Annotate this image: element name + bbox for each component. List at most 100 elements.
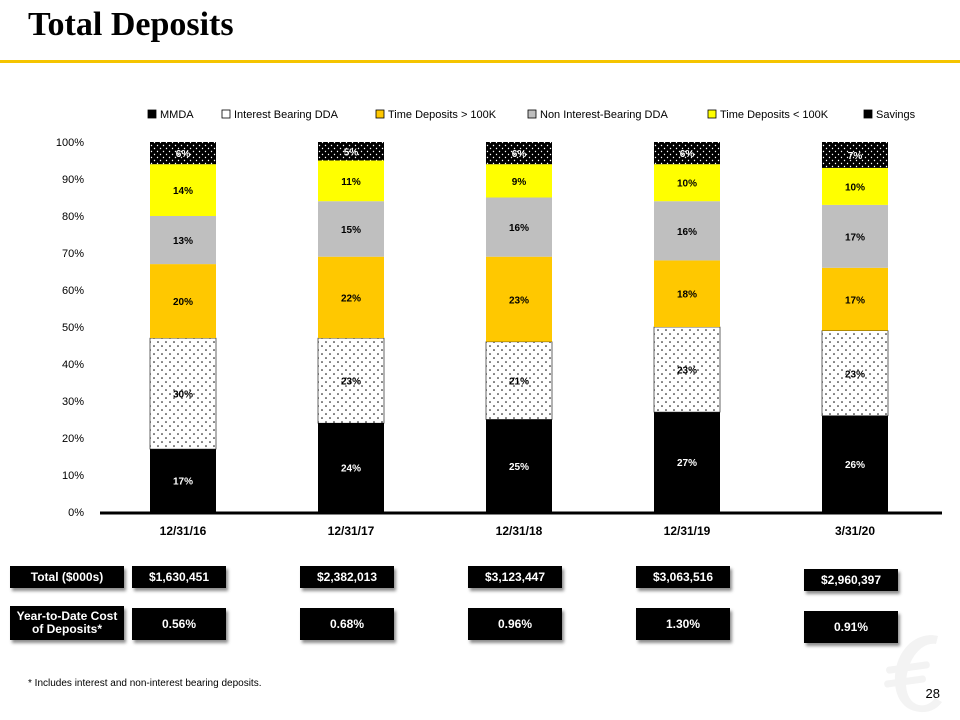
data-label-mmda: 24%: [341, 464, 361, 475]
bar-segment-time-deposits-under-100k: [486, 164, 552, 198]
y-tick-label: 10%: [62, 470, 84, 482]
y-tick-label: 100%: [56, 137, 84, 149]
y-tick-label: 30%: [62, 396, 84, 408]
total-value: $2,960,397: [804, 569, 898, 591]
bar-segment-time-deposits-over-100k: [150, 264, 216, 339]
bar-segment-interest-bearing-dda: [485, 341, 553, 420]
page-number: 28: [925, 686, 940, 701]
bar-segment-mmda: [822, 415, 888, 512]
bar-segment-time-deposits-under-100k: [654, 164, 720, 202]
x-category-label: 12/31/18: [496, 524, 543, 538]
title-divider: [0, 60, 960, 63]
bar-segment-non-interest-bearing-dda: [318, 201, 384, 257]
y-tick-label: 80%: [62, 211, 84, 223]
data-label-interest-bearing-dda: 23%: [845, 369, 865, 380]
total-value: $3,123,447: [468, 566, 562, 588]
bar-segment-non-interest-bearing-dda: [822, 204, 888, 268]
bar-segment-non-interest-bearing-dda: [654, 201, 720, 261]
bar-segment-mmda: [318, 423, 384, 512]
legend-label-mmda: MMDA: [160, 109, 194, 121]
bar-segment-mmda: [150, 449, 216, 512]
data-label-non-interest-bearing-dda: 17%: [845, 232, 865, 243]
data-label-savings: 6%: [512, 149, 527, 160]
data-label-savings: 7%: [848, 151, 863, 162]
bar-segment-mmda: [486, 419, 552, 512]
legend-swatch-interest-bearing-dda: [221, 109, 231, 119]
data-label-time-deposits-over-100k: 18%: [677, 290, 697, 301]
y-tick-label: 20%: [62, 433, 84, 445]
bar-segment-time-deposits-over-100k: [486, 256, 552, 342]
data-label-savings: 6%: [680, 149, 695, 160]
data-label-time-deposits-over-100k: 17%: [845, 295, 865, 306]
legend-label-non-interest-bearing-dda: Non Interest-Bearing DDA: [540, 109, 668, 121]
legend-swatch-savings: [863, 109, 873, 119]
data-label-non-interest-bearing-dda: 16%: [509, 223, 529, 234]
data-label-mmda: 17%: [173, 477, 193, 488]
cost-value: 0.91%: [804, 611, 898, 643]
cost-row-label: Year-to-Date Cost of Deposits*: [10, 606, 124, 640]
legend-swatch-non-interest-bearing-dda: [527, 109, 537, 119]
data-label-mmda: 26%: [845, 460, 865, 471]
data-label-time-deposits-under-100k: 14%: [173, 186, 193, 197]
data-label-mmda: 25%: [509, 462, 529, 473]
bar-segment-time-deposits-under-100k: [318, 160, 384, 202]
stacked-bar-chart: MMDA Interest Bearing DDA Time Deposits > …: [56, 109, 942, 538]
y-tick-label: 0%: [68, 507, 84, 519]
x-category-label: 12/31/17: [328, 524, 375, 538]
bar-segment-savings: [318, 142, 384, 161]
data-label-savings: 5%: [344, 147, 359, 158]
cost-value: 1.30%: [636, 608, 730, 640]
cost-value: 0.56%: [132, 608, 226, 640]
data-label-time-deposits-over-100k: 23%: [509, 295, 529, 306]
x-category-label: 3/31/20: [835, 524, 875, 538]
y-tick-label: 50%: [62, 322, 84, 334]
bar-segment-non-interest-bearing-dda: [486, 197, 552, 257]
total-value: $2,382,013: [300, 566, 394, 588]
bar-segment-time-deposits-over-100k: [318, 256, 384, 339]
bar-segment-time-deposits-over-100k: [654, 260, 720, 327]
bar-segment-time-deposits-over-100k: [822, 267, 888, 331]
bar-segment-non-interest-bearing-dda: [150, 216, 216, 265]
data-label-non-interest-bearing-dda: 13%: [173, 236, 193, 247]
legend-label-time-deposits-over-100k: Time Deposits > 100K: [388, 109, 497, 121]
data-label-time-deposits-over-100k: 20%: [173, 297, 193, 308]
footnote: * Includes interest and non-interest bea…: [28, 678, 262, 689]
data-label-time-deposits-under-100k: 11%: [341, 177, 361, 188]
y-tick-label: 40%: [62, 359, 84, 371]
x-category-label: 12/31/16: [160, 524, 207, 538]
legend-swatch-time-deposits-over-100k: [375, 109, 385, 119]
cost-value: 0.68%: [300, 608, 394, 640]
x-category-label: 12/31/19: [664, 524, 711, 538]
cost-value: 0.96%: [468, 608, 562, 640]
data-label-time-deposits-under-100k: 9%: [512, 177, 527, 188]
bar-segment-savings: [822, 142, 888, 168]
data-label-time-deposits-over-100k: 22%: [341, 293, 361, 304]
legend-label-interest-bearing-dda: Interest Bearing DDA: [234, 109, 339, 121]
data-label-time-deposits-under-100k: 10%: [845, 182, 865, 193]
bar-segment-time-deposits-under-100k: [150, 164, 216, 216]
legend-label-savings: Savings: [876, 109, 916, 121]
total-value: $1,630,451: [132, 566, 226, 588]
bar-segment-mmda: [654, 412, 720, 512]
bar-segment-time-deposits-under-100k: [822, 167, 888, 205]
bar-segment-savings: [486, 142, 552, 165]
y-tick-label: 60%: [62, 285, 84, 297]
total-row-label: Total ($000s): [10, 566, 124, 588]
page-title: Total Deposits: [28, 6, 234, 43]
bar-segment-savings: [654, 142, 720, 165]
total-value: $3,063,516: [636, 566, 730, 588]
bar-segment-interest-bearing-dda: [653, 326, 721, 413]
bar-segment-interest-bearing-dda: [317, 337, 385, 424]
y-tick-label: 70%: [62, 248, 84, 260]
data-label-mmda: 27%: [677, 458, 697, 469]
legend-swatch-mmda: [147, 109, 157, 119]
legend-label-time-deposits-under-100k: Time Deposits < 100K: [720, 109, 829, 121]
data-label-interest-bearing-dda: 23%: [341, 377, 361, 388]
bar-segment-savings: [150, 142, 216, 165]
data-label-time-deposits-under-100k: 10%: [677, 179, 697, 190]
y-tick-label: 90%: [62, 174, 84, 186]
euro-sign-logo-icon: [884, 635, 942, 713]
data-label-interest-bearing-dda: 30%: [173, 390, 193, 401]
data-label-interest-bearing-dda: 21%: [509, 377, 529, 388]
data-label-savings: 6%: [176, 149, 191, 160]
